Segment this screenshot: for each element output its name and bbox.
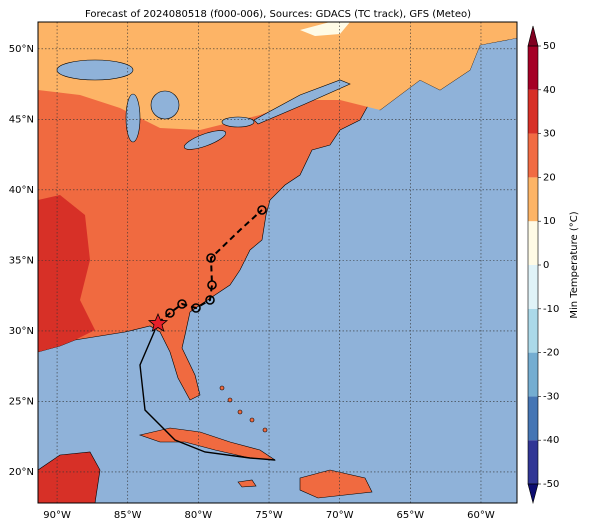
- axes: 90°W 85°W 80°W 75°W 70°W 65°W 60°W 20°N 25°N 30°N…: [9, 44, 495, 521]
- colorbar-band: [528, 265, 538, 309]
- land-yucatan: [38, 451, 101, 503]
- x-tick-label: 75°W: [255, 510, 283, 521]
- colorbar-tick-label: -10: [543, 304, 559, 315]
- x-tick-label: 65°W: [397, 510, 425, 521]
- map-frame: [37, 21, 518, 504]
- great-lakes: [56, 59, 351, 150]
- cold-spot: [300, 22, 350, 36]
- colorbar-tick-label: -40: [543, 435, 559, 446]
- land-jamaica: [237, 479, 257, 488]
- colorbar-band: [528, 308, 538, 353]
- y-tick-label: 40°N: [9, 185, 34, 196]
- colorbar-band: [528, 221, 538, 265]
- colorbar-tick-label: -50: [543, 479, 559, 490]
- forecast-track: [157, 209, 263, 324]
- colorbar-band: [528, 396, 538, 441]
- colorbar-tick-label: 30: [543, 129, 556, 140]
- colorbar-band: [528, 352, 538, 397]
- colorbar-band: [528, 89, 538, 134]
- colorbar-tick-label: 40: [543, 85, 556, 96]
- y-tick-label: 20°N: [9, 467, 34, 478]
- x-tick-label: 90°W: [43, 510, 71, 521]
- colorbar-band: [528, 46, 538, 90]
- map-title: Forecast of 2024080518 (f000-006), Sourc…: [85, 9, 471, 20]
- colorbar-label: Min Temperature (°C): [569, 211, 580, 318]
- y-tick-label: 25°N: [9, 396, 34, 407]
- y-tick-label: 45°N: [9, 114, 34, 125]
- islands-bahamas: [219, 385, 268, 433]
- colorbar-band: [528, 133, 538, 178]
- warm-region: [38, 195, 95, 352]
- x-tick-label: 60°W: [467, 510, 495, 521]
- colorbar-extend-low: [527, 483, 539, 505]
- x-tick-label: 70°W: [326, 510, 354, 521]
- x-tick-label: 85°W: [114, 510, 142, 521]
- track-points: [165, 205, 267, 318]
- colorbar-band: [528, 440, 538, 484]
- colorbar-tick-label: -30: [543, 391, 559, 402]
- graticule: [38, 22, 517, 503]
- colorbar: -50 -40 -30 -20 -10 0 10 20 30 40 50: [527, 25, 559, 505]
- colorbar-extend-high: [527, 25, 539, 47]
- colorbar-tick-label: 20: [543, 172, 556, 183]
- colorbar-tick-label: 0: [543, 260, 549, 271]
- y-tick-label: 35°N: [9, 255, 34, 266]
- colorbar-tick-label: 10: [543, 216, 556, 227]
- map-area: [38, 22, 517, 503]
- previous-track: [139, 329, 276, 461]
- colorbar-tick-label: 50: [543, 41, 556, 52]
- y-tick-label: 50°N: [9, 44, 34, 55]
- x-tick-label: 80°W: [185, 510, 213, 521]
- y-tick-label: 30°N: [9, 326, 34, 337]
- land-hispaniola: [299, 469, 373, 499]
- storm-position: [147, 312, 169, 332]
- colorbar-band: [528, 177, 538, 222]
- colorbar-tick-label: -20: [543, 348, 559, 359]
